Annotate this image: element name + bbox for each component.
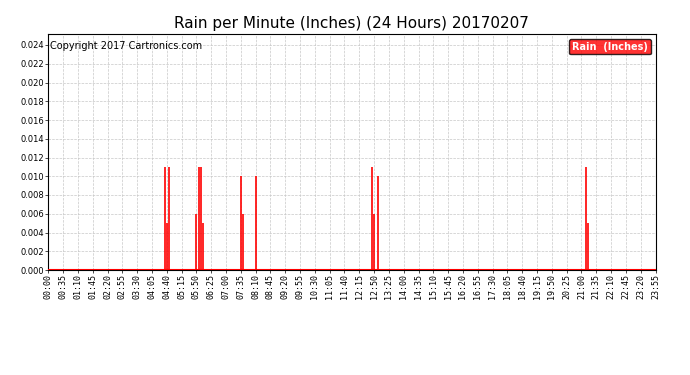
Legend: Rain  (Inches): Rain (Inches) [569, 39, 651, 54]
Text: Copyright 2017 Cartronics.com: Copyright 2017 Cartronics.com [50, 41, 201, 51]
Title: Rain per Minute (Inches) (24 Hours) 20170207: Rain per Minute (Inches) (24 Hours) 2017… [175, 16, 529, 31]
